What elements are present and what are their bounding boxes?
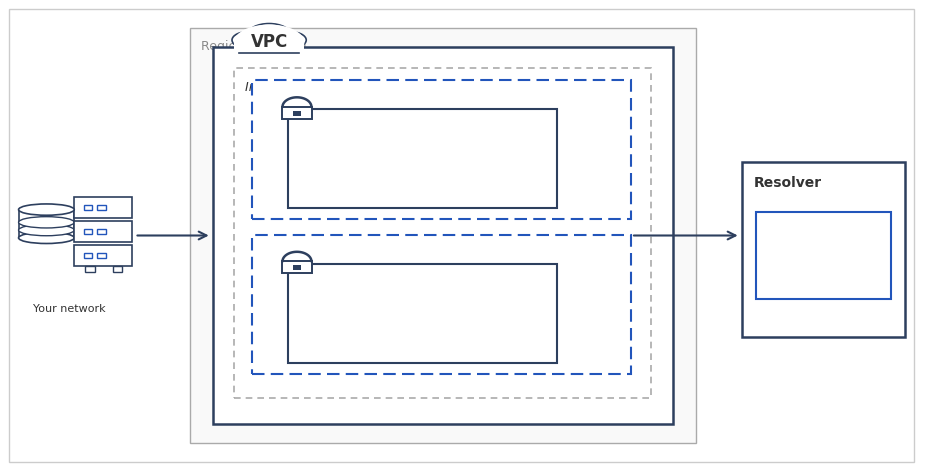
Ellipse shape [19,224,74,236]
Bar [74,221,132,242]
Bar [287,264,556,363]
Text: Availability Zone: Availability Zone [395,350,488,360]
Text: Your network: Your network [33,304,106,314]
Bar [97,205,106,210]
Bar [742,162,904,337]
Circle shape [244,39,272,53]
Bar [234,68,651,398]
Circle shape [248,24,290,45]
Text: Region us-west-1: Region us-west-1 [201,40,309,53]
Bar [252,80,630,219]
Bar [74,197,132,218]
Circle shape [273,32,306,49]
Bar [756,212,890,299]
Text: Availability Zone: Availability Zone [395,195,488,205]
Text: IP address: IP address [393,315,451,325]
Bar [85,266,95,272]
Text: VPC: VPC [250,33,287,51]
Bar [293,111,300,116]
Bar [287,109,556,208]
Bar [234,40,304,53]
Bar [113,266,122,272]
Text: VPC subnet: VPC subnet [390,142,453,152]
Bar [293,265,300,270]
Text: Resolver: Resolver [753,176,820,190]
Text: Rules: Rules [806,249,840,262]
Text: VPC subnet: VPC subnet [390,296,453,307]
Text: IP address: IP address [393,161,451,171]
Bar [83,229,92,234]
Text: Inbound endpoint: Inbound endpoint [245,81,355,95]
Bar [282,261,312,273]
Bar [190,28,695,443]
Bar [252,236,630,374]
Ellipse shape [19,204,74,215]
Ellipse shape [19,232,74,244]
Bar [83,253,92,258]
Bar [83,205,92,210]
Bar [213,47,672,424]
Bar [17,222,76,237]
Bar [97,229,106,234]
Circle shape [232,32,265,49]
Ellipse shape [19,217,74,228]
Bar [74,245,132,266]
Bar [282,107,312,119]
Bar [97,253,106,258]
Circle shape [234,24,304,60]
Circle shape [266,39,294,53]
